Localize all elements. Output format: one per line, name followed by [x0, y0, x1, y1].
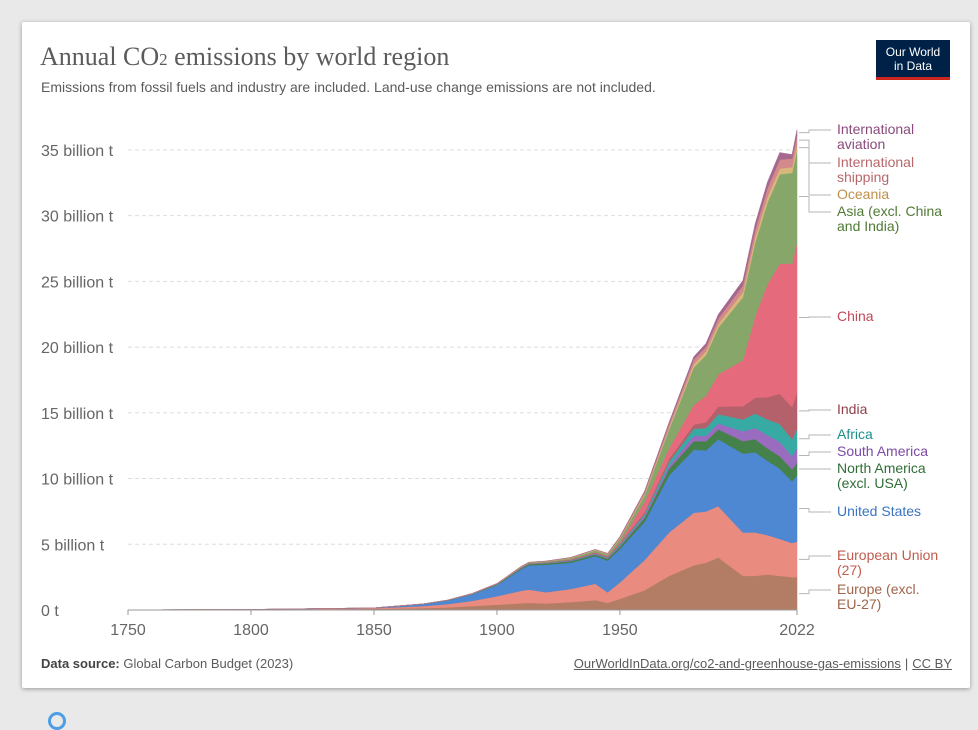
- legend-label[interactable]: European Union(27): [837, 547, 938, 578]
- legend-connector: [799, 197, 831, 212]
- legend-connector: [799, 130, 831, 133]
- chart-card: Annual CO2 emissions by world region Emi…: [22, 22, 970, 688]
- legend-label[interactable]: Oceania: [837, 186, 889, 202]
- y-tick-label: 15 billion t: [41, 406, 114, 423]
- info-icon: [48, 712, 66, 730]
- legend-connector: [799, 410, 831, 411]
- area-chart: 0 t 5 billion t 10 billion t 15 billion t 20…: [22, 22, 970, 642]
- legend-connector: [799, 435, 831, 439]
- x-tick-label: 1750: [110, 622, 146, 639]
- y-tick-label: 0 t: [41, 603, 59, 620]
- y-tick-label: 10 billion t: [41, 472, 114, 489]
- x-tick-label: 2022: [779, 622, 815, 639]
- legend-label[interactable]: Europe (excl.EU-27): [837, 581, 919, 612]
- legend-connector: [799, 590, 831, 594]
- source-link[interactable]: OurWorldInData.org/co2-and-greenhouse-ga…: [574, 656, 901, 671]
- x-tick-label: 1800: [233, 622, 269, 639]
- data-source: Data source: Global Carbon Budget (2023): [41, 656, 293, 671]
- x-tick-label: 1900: [479, 622, 515, 639]
- legend-label[interactable]: South America: [837, 443, 928, 459]
- legend-connector: [799, 452, 831, 456]
- legend-connector: [799, 140, 831, 163]
- legend-label[interactable]: China: [837, 308, 874, 324]
- legend-label[interactable]: North America(excl. USA): [837, 460, 926, 491]
- license-link[interactable]: CC BY: [912, 656, 952, 671]
- footer-links: OurWorldInData.org/co2-and-greenhouse-ga…: [574, 656, 952, 671]
- y-tick-label: 35 billion t: [41, 143, 114, 160]
- y-tick-label: 30 billion t: [41, 209, 114, 226]
- y-tick-label: 25 billion t: [41, 274, 114, 291]
- y-tick-label: 5 billion t: [41, 537, 105, 554]
- legend-connector: [799, 148, 831, 195]
- legend-label[interactable]: Africa: [837, 426, 873, 442]
- legend-label[interactable]: India: [837, 401, 868, 417]
- x-tick-label: 1950: [602, 622, 638, 639]
- x-tick-label: 1850: [356, 622, 392, 639]
- y-tick-label: 20 billion t: [41, 340, 114, 357]
- legend-connector: [799, 556, 831, 559]
- legend-label[interactable]: United States: [837, 503, 921, 519]
- legend-connector: [799, 508, 831, 512]
